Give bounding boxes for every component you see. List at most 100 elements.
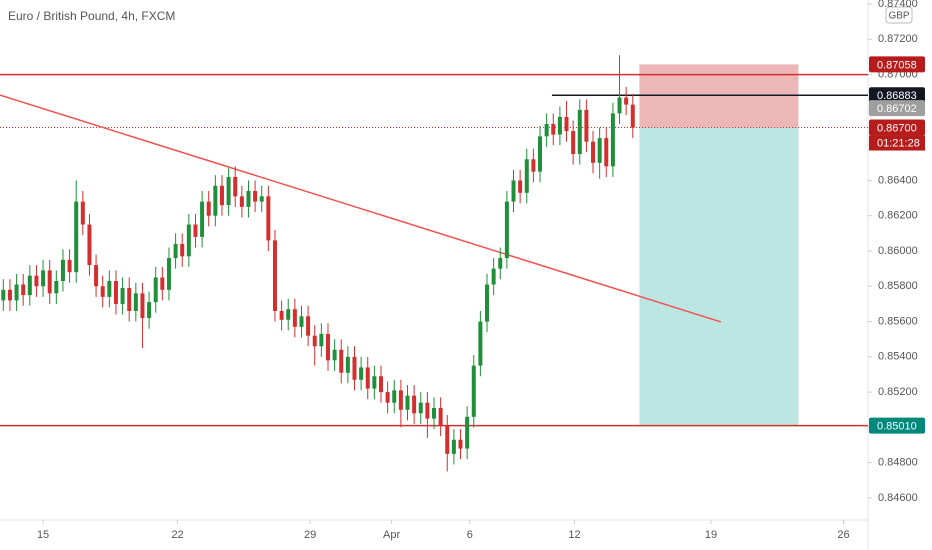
x-tick-label: 12 [568,529,580,541]
candle-body [200,201,205,237]
candle-body [100,286,105,297]
candle-body [312,335,317,347]
entry-badge [869,119,925,136]
candle-body [378,376,383,393]
candle-body [345,356,350,373]
y-tick-label: 0.86400 [878,174,918,186]
candle-body [127,288,132,311]
x-tick-label: 22 [171,529,183,541]
candle-body [498,258,503,269]
candle-body [544,124,549,137]
y-tick-label: 0.87400 [878,0,918,10]
candle-body [385,392,390,403]
candle-body [478,321,483,366]
candle-body [213,185,218,216]
candle-body [504,201,509,259]
candle-body [591,141,596,163]
candle-body [180,243,185,257]
candle-body [584,109,589,142]
y-tick-label: 0.86200 [878,210,918,222]
candle-body [471,365,476,417]
candle-body [226,176,231,206]
candle-body [398,390,403,410]
candle-body [253,191,258,202]
candle-body [438,407,443,426]
trend-line [0,94,722,323]
currency: GBP [888,11,909,22]
candle-body [107,280,112,297]
candle-body [219,185,224,206]
candle-body [604,138,609,167]
candle-body [524,159,529,193]
target-badge [869,417,925,434]
candle-body [306,316,311,336]
candle-body [511,180,516,202]
candle-body [140,293,145,319]
candle-body [577,109,582,154]
candle-body [557,116,562,135]
candle-body [80,201,85,225]
candle-body [292,309,297,327]
candle-body [7,289,12,301]
candle-body [319,333,324,347]
candle-body [34,275,39,287]
x-tick-label: 26 [837,529,849,541]
candle-body [392,390,397,403]
candle-body [432,407,436,419]
candle-body [160,277,165,290]
entry-label: 0.86700 [877,122,917,134]
currency-box [885,6,913,24]
candle-body [332,349,337,361]
candle-body [120,288,125,304]
stop-badge [869,56,925,73]
candle-body [27,275,32,296]
candle-body [564,116,569,132]
candle-body [239,196,244,207]
candle-body [286,309,291,320]
candle-body [67,259,72,273]
candle-body [624,97,629,105]
candle-body [113,280,118,304]
candle-body [359,367,364,380]
price-label: 0.86883 [877,90,917,102]
candle-body [259,196,264,202]
countdown-badge [869,135,925,151]
x-tick-label: Apr [383,529,400,541]
candle-body [458,439,463,449]
candle-body [1,289,6,301]
candle-body [597,138,602,163]
countdown: 01:21:28 [877,137,920,149]
candle-body [233,176,238,197]
candle-body [617,97,622,114]
target-label: 0.85010 [877,421,917,433]
candle-body [41,270,46,287]
candle-body [246,191,251,207]
candle-body [365,367,370,389]
candle-body [451,439,456,454]
candle-body [147,302,152,319]
candle-body [272,240,277,311]
candle-body [14,284,19,301]
candle-body [193,224,198,237]
candle-body [186,224,191,257]
x-tick-label: 29 [304,529,316,541]
candle-body [47,270,52,294]
candle-body [418,402,423,414]
profit-zone [639,127,799,426]
candle-body [352,356,357,380]
candle-body [491,268,496,285]
y-tick-label: 0.84800 [878,457,918,469]
candle-body [173,243,178,259]
candle-body [538,136,543,172]
candle-body [206,201,211,216]
candle-body [425,402,430,419]
candle-body [133,293,138,311]
candle-body [630,104,635,128]
x-tick-label: 6 [467,529,473,541]
candle-body [279,310,284,320]
y-tick-label: 0.85600 [878,315,918,327]
y-tick-label: 0.86000 [878,245,918,257]
chart-title: Euro / British Pound, 4h, FXCM [8,9,175,23]
candle-body [610,113,615,167]
